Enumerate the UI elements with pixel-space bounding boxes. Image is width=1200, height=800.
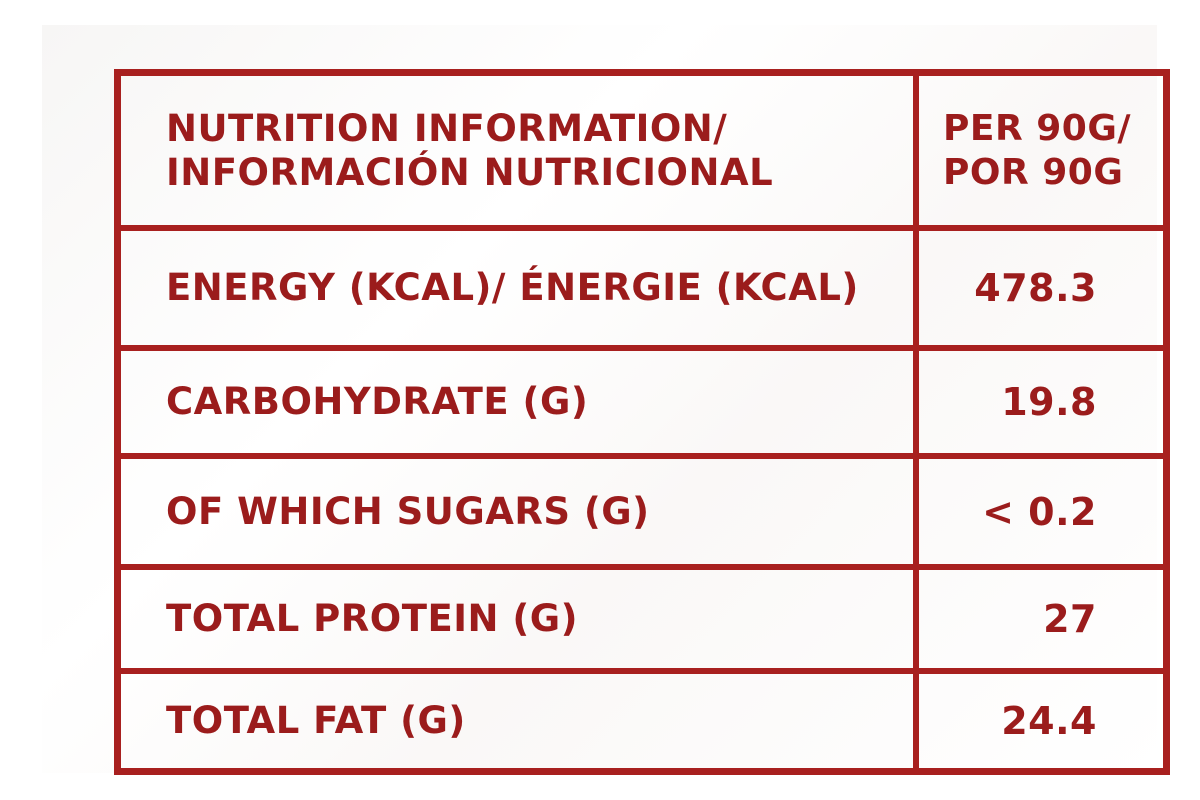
header-title-line-2: INFORMACIÓN NUTRICIONAL: [166, 150, 774, 194]
table-row: ENERGY (KCAL)/ ÉNERGIE (KCAL) 478.3: [121, 225, 1163, 345]
table-row: CARBOHYDRATE (G) 19.8: [121, 345, 1163, 453]
row-value: 478.3: [913, 231, 1163, 345]
row-value: 19.8: [913, 351, 1163, 453]
header-serving: PER 90G/ POR 90G: [913, 76, 1163, 225]
row-label: TOTAL PROTEIN (G): [166, 597, 579, 640]
header-serving-line-2: POR 90G: [943, 151, 1124, 193]
header-serving-line-1: PER 90G/: [943, 107, 1132, 149]
row-value: < 0.2: [913, 459, 1163, 564]
nutrition-label: NUTRITION INFORMATION/ INFORMACIÓN NUTRI…: [42, 25, 1170, 775]
header-title: NUTRITION INFORMATION/ INFORMACIÓN NUTRI…: [121, 76, 913, 225]
row-label: ENERGY (KCAL)/ ÉNERGIE (KCAL): [166, 266, 859, 309]
table-header-row: NUTRITION INFORMATION/ INFORMACIÓN NUTRI…: [121, 76, 1163, 225]
row-label: CARBOHYDRATE (G): [166, 380, 589, 423]
row-value: 24.4: [913, 674, 1163, 768]
row-label: TOTAL FAT (G): [166, 699, 466, 742]
table-row: TOTAL FAT (G) 24.4: [121, 668, 1163, 768]
header-title-line-1: NUTRITION INFORMATION/: [166, 106, 728, 150]
table-row: TOTAL PROTEIN (G) 27: [121, 564, 1163, 668]
table-row: OF WHICH SUGARS (G) < 0.2: [121, 453, 1163, 564]
row-value: 27: [913, 570, 1163, 668]
row-label: OF WHICH SUGARS (G): [166, 489, 650, 533]
nutrition-table: NUTRITION INFORMATION/ INFORMACIÓN NUTRI…: [114, 69, 1170, 775]
